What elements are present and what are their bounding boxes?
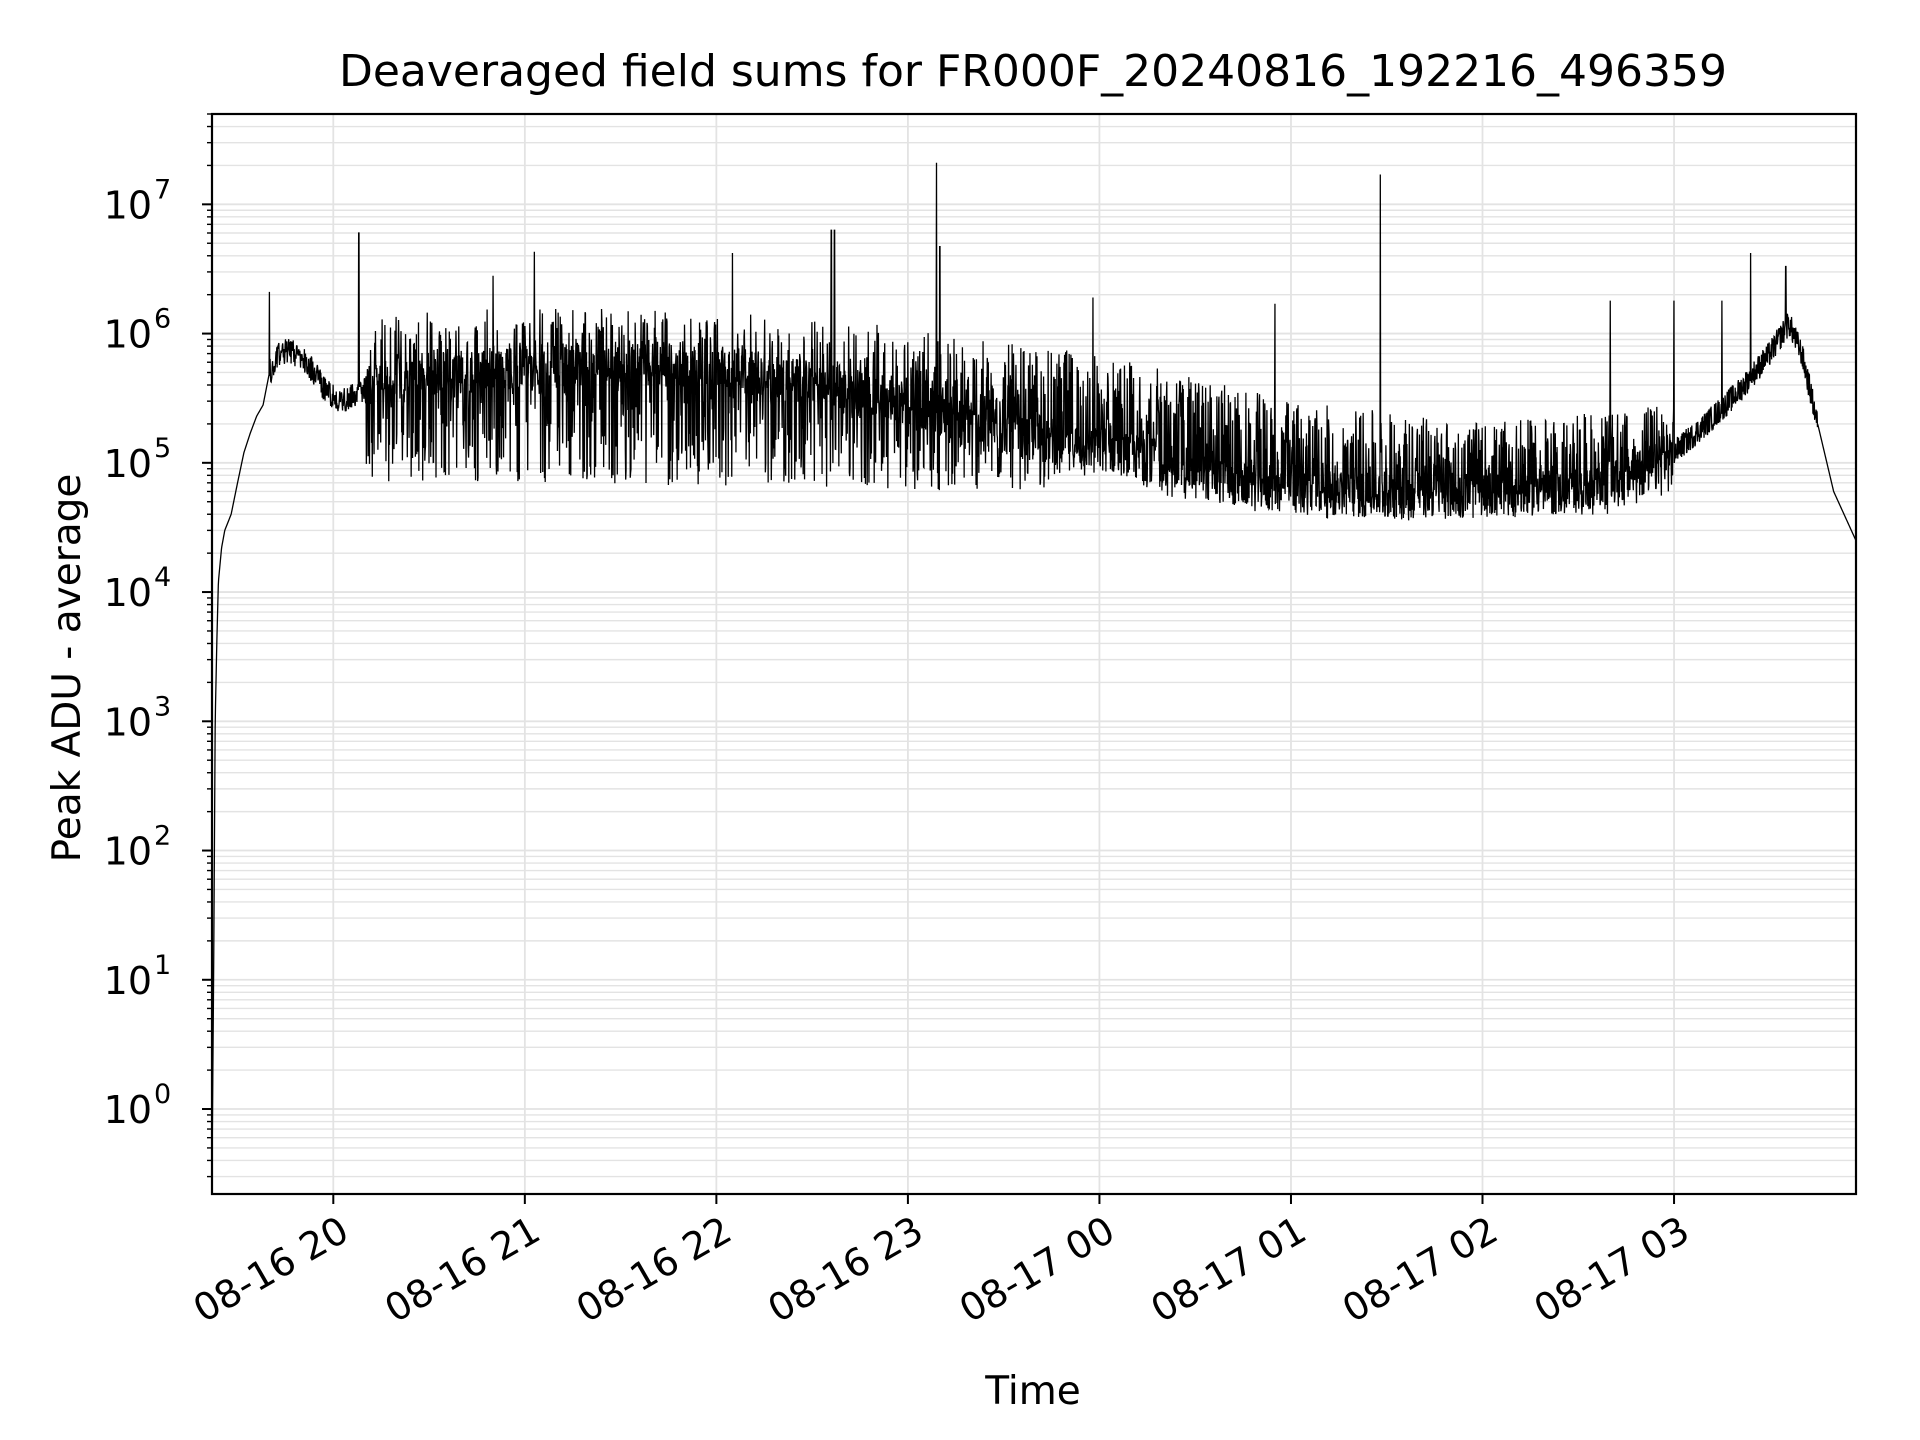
y-tick-label-exponent: 0 [154,1079,171,1110]
series-line [211,162,1857,1177]
y-tick-label: 10 [104,571,152,615]
y-tick-label-base: 10 [104,571,152,615]
x-axis-label: Time [984,1369,1080,1414]
y-tick-label-exponent: 3 [154,691,171,722]
y-tick-label-base: 10 [104,830,152,874]
y-tick-label: 10 [104,183,152,227]
plot-area [211,162,1857,1177]
y-tick-label: 10 [104,830,152,874]
chart-title: Deaveraged field sums for FR000F_2024081… [339,46,1727,97]
y-tick-label-exponent: 1 [154,950,171,981]
y-tick-label-exponent: 2 [154,821,171,852]
y-tick-label-exponent: 6 [154,304,171,335]
plot-frame [210,112,1858,1196]
y-tick-label: 10 [104,959,152,1003]
y-tick-label-base: 10 [104,183,152,227]
y-tick-label: 10 [104,700,152,744]
y-tick-label-base: 10 [104,700,152,744]
y-tick-label: 10 [104,442,152,486]
y-tick-label-base: 10 [104,959,152,1003]
y-tick-label: 10 [104,1088,152,1132]
y-tick-label-base: 10 [104,1088,152,1132]
y-tick-label-exponent: 7 [154,174,171,205]
y-tick-label-base: 10 [104,313,152,357]
y-axis-label: Peak ADU - average [45,474,90,863]
y-tick-label-exponent: 5 [154,433,171,464]
y-tick-label-exponent: 4 [154,562,171,593]
y-tick-label-base: 10 [104,442,152,486]
y-tick-label: 10 [104,313,152,357]
